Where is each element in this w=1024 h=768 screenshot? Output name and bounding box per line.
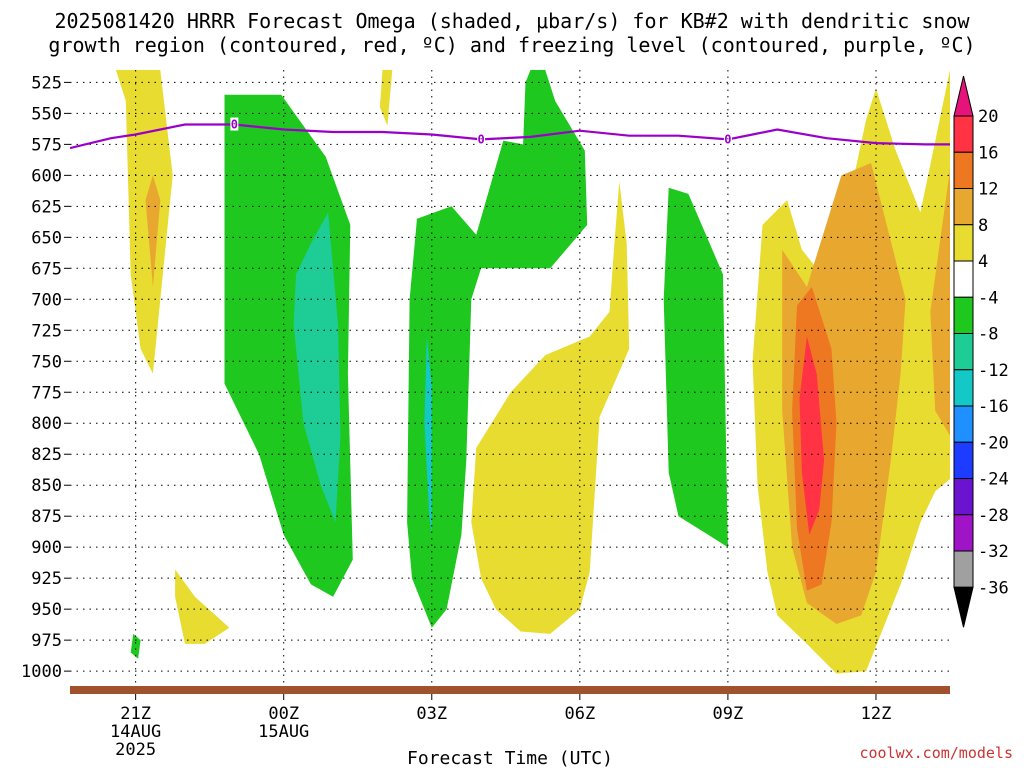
y-tick-label-13: 850 [31, 476, 62, 496]
x-tick-label-0: 21Z [120, 704, 151, 724]
colorbar-label-13: -36 [978, 578, 1009, 598]
colorbar-bottom-arrow [953, 586, 974, 628]
omega-region-1 [379, 70, 393, 126]
colorbar-label-6: -8 [978, 325, 998, 345]
freezing-level-line [70, 123, 950, 150]
credit-text: coolwx.com/models [859, 744, 1013, 762]
colorbar-label-8: -16 [978, 397, 1009, 417]
y-tick-label-11: 800 [31, 414, 62, 434]
omega-region-2 [175, 569, 230, 644]
colorbar-label-10: -24 [978, 470, 1009, 490]
colorbar-label-3: 8 [978, 216, 988, 236]
colorbar-swatch-5 [953, 296, 974, 334]
omega-shading-layer [115, 70, 950, 674]
y-tick-label-5: 650 [31, 228, 62, 248]
omega-region-14 [293, 212, 341, 523]
freezing-label-1: 0 [478, 132, 485, 146]
y-tick-label-16: 925 [31, 569, 62, 589]
colorbar-swatch-6 [953, 333, 974, 371]
x-tick-label-5: 12Z [861, 704, 892, 724]
colorbar-swatch-0 [953, 115, 974, 153]
ground-bar [70, 686, 950, 694]
colorbar-label-7: -12 [978, 361, 1009, 381]
y-tick-label-8: 725 [31, 321, 62, 341]
freezing-label-bg-2 [723, 132, 732, 146]
y-tick-label-1: 550 [31, 104, 62, 124]
y-axis-ticks: 525 550 575 600 625 650 675 700 725 750 775 800 825 8… [21, 73, 70, 682]
colorbar-swatch-9 [953, 441, 974, 479]
x-tick-label-1: 00Z [268, 704, 299, 724]
y-tick-label-19: 1000 [21, 662, 62, 682]
y-tick-label-9: 750 [31, 352, 62, 372]
colorbar-top-arrow [953, 75, 974, 117]
omega-region-11 [407, 70, 588, 628]
omega-region-12 [663, 187, 728, 548]
omega-region-15 [424, 336, 432, 535]
y-tick-label-0: 525 [31, 73, 62, 93]
colorbar-swatch-3 [953, 224, 974, 262]
freezing-label-bg-1 [477, 132, 486, 146]
x-tick-date-1: 15AUG [258, 722, 309, 742]
colorbar-label-2: 12 [978, 180, 998, 200]
x-axis-label: Forecast Time (UTC) [407, 748, 613, 768]
colorbar-swatch-8 [953, 405, 974, 443]
y-tick-label-17: 950 [31, 600, 62, 620]
y-tick-label-2: 575 [31, 135, 62, 155]
x-tick-label-2: 03Z [416, 704, 447, 724]
omega-region-3 [471, 181, 630, 634]
freezing-level-layer: 0 0 0 [70, 117, 950, 150]
x-tick-year-0: 2025 [115, 740, 156, 760]
chart-title-line-2: growth region (contoured, red, ºC) and f… [48, 33, 975, 57]
colorbar-swatch-2 [953, 188, 974, 226]
colorbar-label-5: -4 [978, 288, 998, 308]
y-tick-label-10: 775 [31, 383, 62, 403]
freezing-label-0: 0 [231, 118, 238, 132]
omega-region-0 [115, 70, 173, 374]
colorbar-swatch-1 [953, 151, 974, 189]
colorbar-swatch-10 [953, 478, 974, 516]
freezing-label-2: 0 [724, 132, 731, 146]
colorbar-label-0: 20 [978, 107, 998, 127]
colorbar-label-1: 16 [978, 143, 998, 163]
colorbar-label-4: 4 [978, 252, 988, 272]
y-tick-label-4: 625 [31, 197, 62, 217]
colorbar-label-12: -32 [978, 542, 1009, 562]
colorbar-swatch-12 [953, 550, 974, 588]
y-tick-label-7: 700 [31, 290, 62, 310]
colorbar-label-9: -20 [978, 433, 1009, 453]
y-tick-label-18: 975 [31, 631, 62, 651]
omega-region-13 [130, 633, 141, 659]
x-tick-label-4: 09Z [713, 704, 744, 724]
colorbar-swatch-7 [953, 369, 974, 407]
x-tick-date-0: 14AUG [110, 722, 161, 742]
chart-title-line-1: 2025081420 HRRR Forecast Omega (shaded, … [54, 9, 970, 33]
omega-region-7 [145, 175, 161, 287]
colorbar: 20 16 12 8 4 -4 -8 -12 -16 -20 -24 -28 -32 -36 [953, 75, 1009, 628]
colorbar-swatch-4 [953, 260, 974, 298]
y-tick-label-3: 600 [31, 166, 62, 186]
y-tick-label-12: 825 [31, 445, 62, 465]
colorbar-label-11: -28 [978, 506, 1009, 526]
x-tick-label-3: 06Z [564, 704, 595, 724]
y-tick-label-15: 900 [31, 538, 62, 558]
omega-region-6 [930, 169, 950, 436]
y-tick-label-6: 675 [31, 259, 62, 279]
freezing-label-bg-0 [230, 117, 239, 131]
colorbar-swatch-11 [953, 514, 974, 552]
y-tick-label-14: 875 [31, 507, 62, 527]
